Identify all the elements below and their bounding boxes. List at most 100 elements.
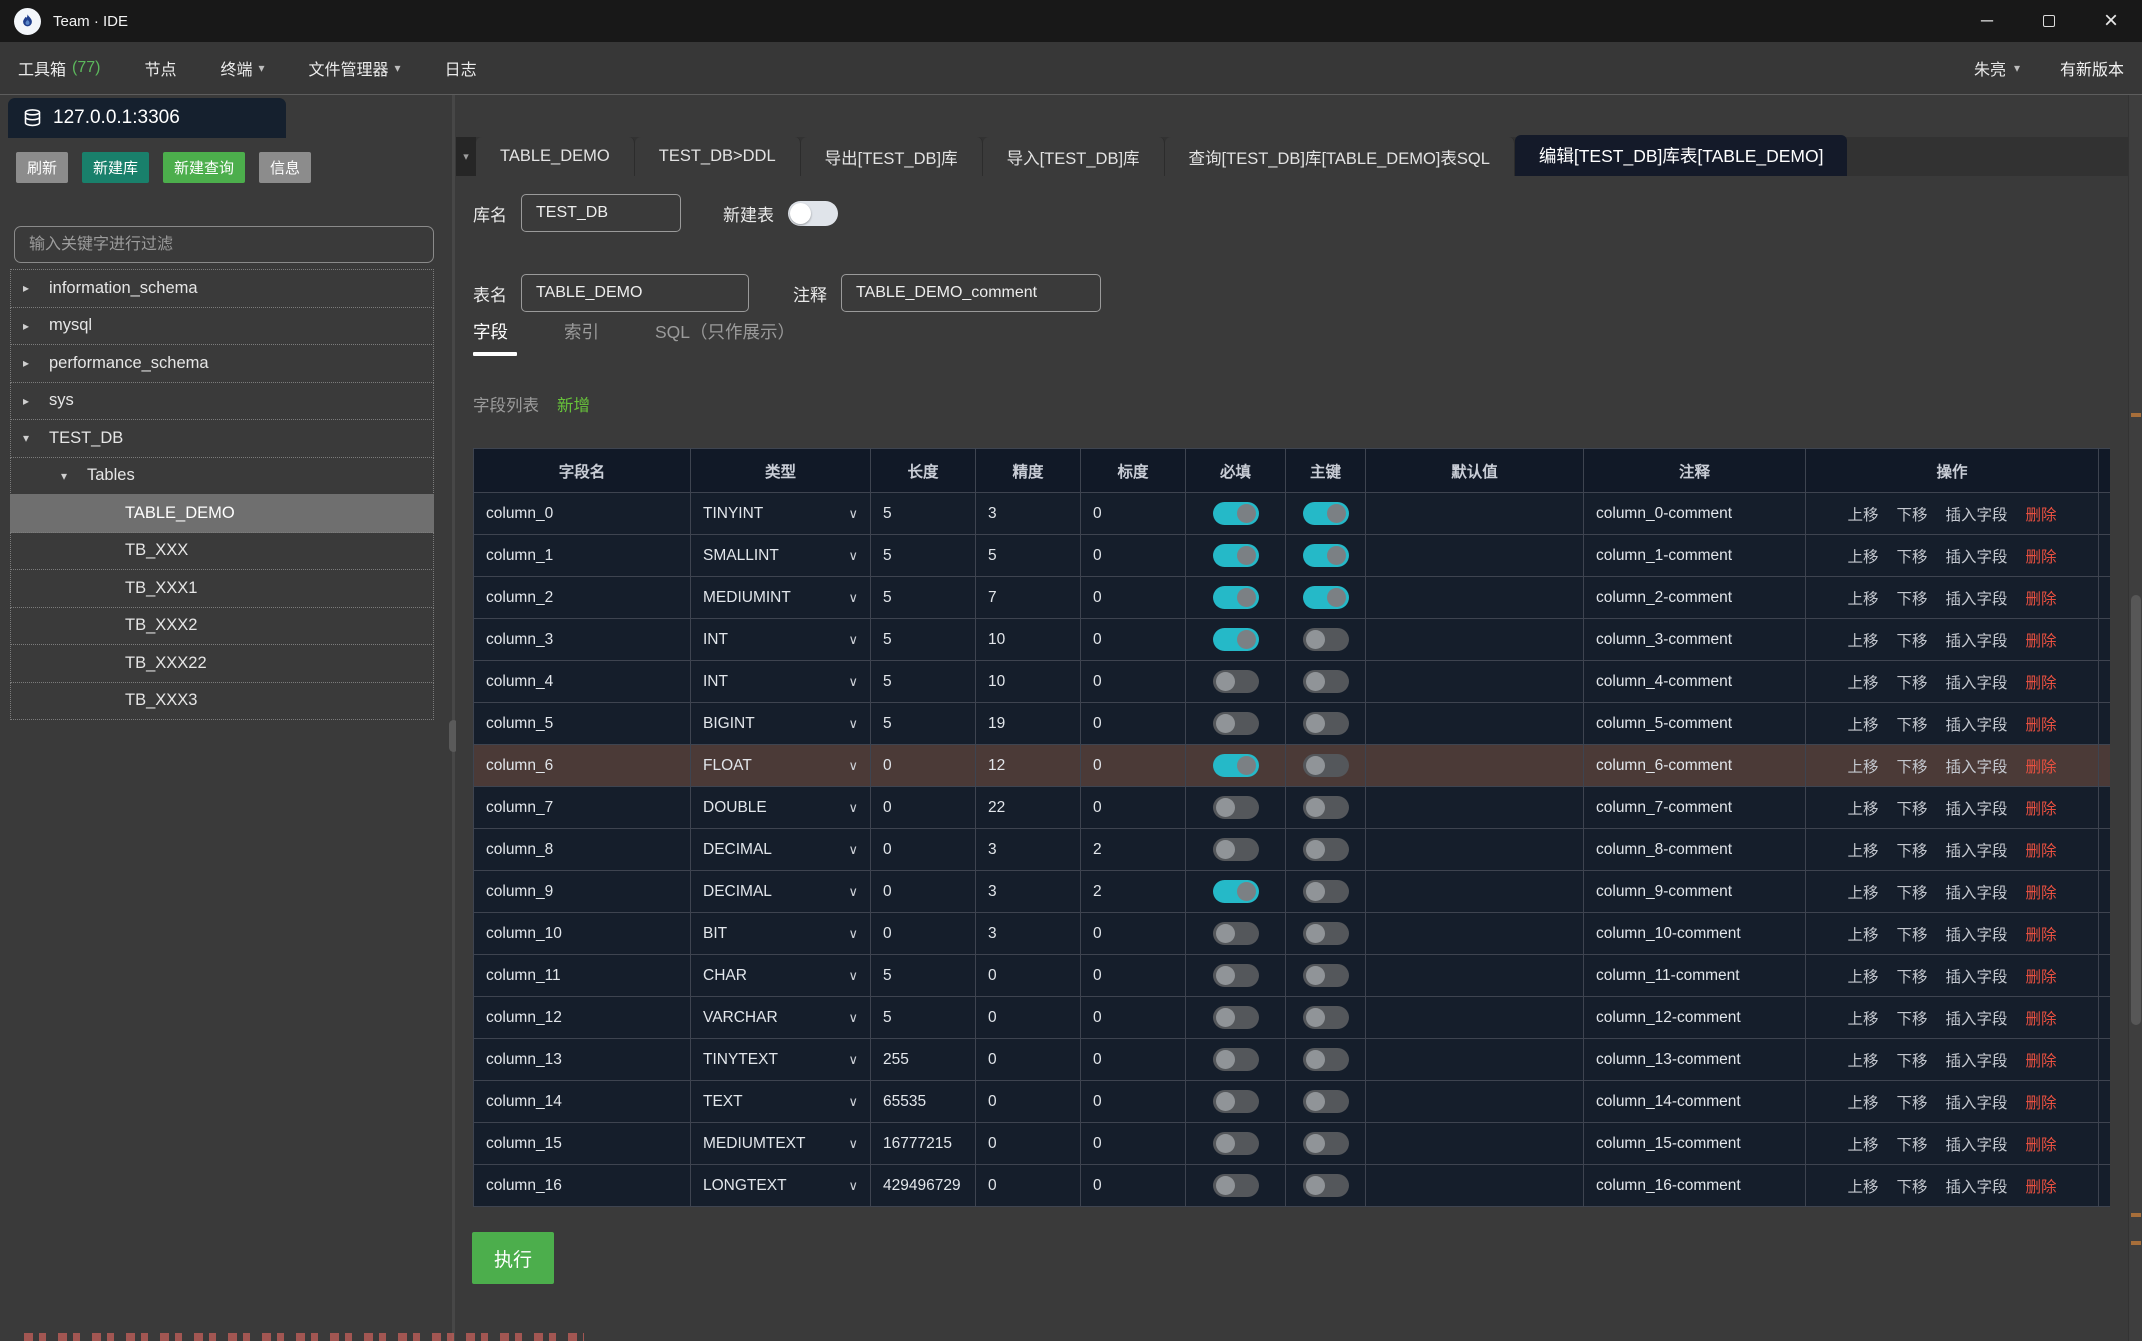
new-table-toggle[interactable] (788, 201, 838, 226)
insert-field-link[interactable]: 插入字段 (1946, 1007, 2008, 1029)
delete-link[interactable]: 删除 (2026, 755, 2057, 777)
cell-default[interactable] (1366, 619, 1584, 661)
sidebar-button-1[interactable]: 刷新 (16, 152, 68, 183)
insert-field-link[interactable]: 插入字段 (1946, 839, 2008, 861)
subtab-1[interactable]: 字段 (473, 319, 508, 356)
cell-comment[interactable]: column_9-comment (1584, 871, 1806, 913)
cell-scale[interactable]: 0 (1081, 493, 1186, 535)
cell-precision[interactable]: 19 (976, 703, 1081, 745)
move-down-link[interactable]: 下移 (1896, 713, 1927, 735)
cell-field-name[interactable]: column_4 (474, 661, 691, 703)
move-up-link[interactable]: 上移 (1847, 1049, 1878, 1071)
move-down-link[interactable]: 下移 (1896, 839, 1927, 861)
required-toggle[interactable] (1213, 586, 1259, 609)
cell-comment[interactable]: column_2-comment (1584, 577, 1806, 619)
cell-precision[interactable]: 3 (976, 913, 1081, 955)
primary-key-toggle[interactable] (1303, 628, 1349, 651)
cell-scale[interactable]: 2 (1081, 829, 1186, 871)
cell-type-dropdown[interactable]: VARCHAR∨ (691, 997, 871, 1039)
cell-length[interactable]: 16777215 (871, 1123, 976, 1165)
cell-type-dropdown[interactable]: MEDIUMINT∨ (691, 577, 871, 619)
cell-length[interactable]: 5 (871, 661, 976, 703)
insert-field-link[interactable]: 插入字段 (1946, 797, 2008, 819)
cell-field-name[interactable]: column_0 (474, 493, 691, 535)
required-toggle[interactable] (1213, 754, 1259, 777)
delete-link[interactable]: 删除 (2026, 713, 2057, 735)
cell-type-dropdown[interactable]: SMALLINT∨ (691, 535, 871, 577)
close-button[interactable]: × (2080, 0, 2142, 42)
tree-item-performance_schema[interactable]: ▸performance_schema (10, 344, 434, 383)
primary-key-toggle[interactable] (1303, 502, 1349, 525)
delete-link[interactable]: 删除 (2026, 1133, 2057, 1155)
insert-field-link[interactable]: 插入字段 (1946, 923, 2008, 945)
move-up-link[interactable]: 上移 (1847, 1091, 1878, 1113)
move-up-link[interactable]: 上移 (1847, 1133, 1878, 1155)
cell-default[interactable] (1366, 787, 1584, 829)
type-select[interactable]: TEXT∨ (703, 1093, 858, 1111)
delete-link[interactable]: 删除 (2026, 923, 2057, 945)
cell-precision[interactable]: 0 (976, 1123, 1081, 1165)
cell-comment[interactable]: column_6-comment (1584, 745, 1806, 787)
cell-default[interactable] (1366, 1039, 1584, 1081)
editor-tab-1[interactable]: TABLE_DEMO (476, 137, 635, 176)
cell-default[interactable] (1366, 829, 1584, 871)
move-down-link[interactable]: 下移 (1896, 503, 1927, 525)
move-up-link[interactable]: 上移 (1847, 965, 1878, 987)
primary-key-toggle[interactable] (1303, 1132, 1349, 1155)
primary-key-toggle[interactable] (1303, 1006, 1349, 1029)
cell-type-dropdown[interactable]: INT∨ (691, 661, 871, 703)
cell-scale[interactable]: 0 (1081, 703, 1186, 745)
insert-field-link[interactable]: 插入字段 (1946, 503, 2008, 525)
insert-field-link[interactable]: 插入字段 (1946, 587, 2008, 609)
type-select[interactable]: TINYINT∨ (703, 505, 858, 523)
cell-length[interactable]: 5 (871, 955, 976, 997)
cell-field-name[interactable]: column_10 (474, 913, 691, 955)
cell-default[interactable] (1366, 913, 1584, 955)
type-select[interactable]: SMALLINT∨ (703, 547, 858, 565)
minimize-button[interactable]: ─ (1956, 0, 2018, 42)
cell-field-name[interactable]: column_9 (474, 871, 691, 913)
cell-type-dropdown[interactable]: CHAR∨ (691, 955, 871, 997)
tree-item-tb_xxx1[interactable]: TB_XXX1 (10, 569, 434, 608)
required-toggle[interactable] (1213, 544, 1259, 567)
menu-item-1[interactable]: 工具箱(77) (18, 56, 100, 80)
move-down-link[interactable]: 下移 (1896, 797, 1927, 819)
cell-default[interactable] (1366, 871, 1584, 913)
primary-key-toggle[interactable] (1303, 712, 1349, 735)
move-up-link[interactable]: 上移 (1847, 1007, 1878, 1029)
cell-comment[interactable]: column_1-comment (1584, 535, 1806, 577)
editor-tab-3[interactable]: 导出[TEST_DB]库 (801, 137, 983, 176)
primary-key-toggle[interactable] (1303, 754, 1349, 777)
vertical-scrollbar[interactable] (2128, 95, 2142, 1341)
primary-key-toggle[interactable] (1303, 544, 1349, 567)
primary-key-toggle[interactable] (1303, 796, 1349, 819)
cell-type-dropdown[interactable]: DOUBLE∨ (691, 787, 871, 829)
type-select[interactable]: DECIMAL∨ (703, 883, 858, 901)
primary-key-toggle[interactable] (1303, 670, 1349, 693)
move-down-link[interactable]: 下移 (1896, 587, 1927, 609)
delete-link[interactable]: 删除 (2026, 587, 2057, 609)
editor-tab-2[interactable]: TEST_DB>DDL (635, 137, 801, 176)
subtab-2[interactable]: 索引 (564, 319, 599, 356)
tree-item-table_demo[interactable]: TABLE_DEMO (10, 494, 434, 533)
cell-field-name[interactable]: column_16 (474, 1165, 691, 1207)
insert-field-link[interactable]: 插入字段 (1946, 713, 2008, 735)
delete-link[interactable]: 删除 (2026, 1091, 2057, 1113)
primary-key-toggle[interactable] (1303, 964, 1349, 987)
cell-default[interactable] (1366, 661, 1584, 703)
update-available-link[interactable]: 有新版本 (2060, 56, 2124, 80)
db-name-input[interactable] (521, 194, 681, 232)
primary-key-toggle[interactable] (1303, 586, 1349, 609)
tree-item-tb_xxx2[interactable]: TB_XXX2 (10, 607, 434, 646)
tree-filter-input[interactable] (14, 226, 434, 263)
required-toggle[interactable] (1213, 922, 1259, 945)
cell-scale[interactable]: 0 (1081, 745, 1186, 787)
primary-key-toggle[interactable] (1303, 880, 1349, 903)
tree-item-tb_xxx[interactable]: TB_XXX (10, 532, 434, 571)
cell-precision[interactable]: 0 (976, 1165, 1081, 1207)
cell-type-dropdown[interactable]: DECIMAL∨ (691, 829, 871, 871)
move-down-link[interactable]: 下移 (1896, 671, 1927, 693)
menu-item-5[interactable]: 日志 (445, 56, 477, 80)
required-toggle[interactable] (1213, 1048, 1259, 1071)
connection-tab[interactable]: 127.0.0.1:3306 (8, 98, 286, 138)
